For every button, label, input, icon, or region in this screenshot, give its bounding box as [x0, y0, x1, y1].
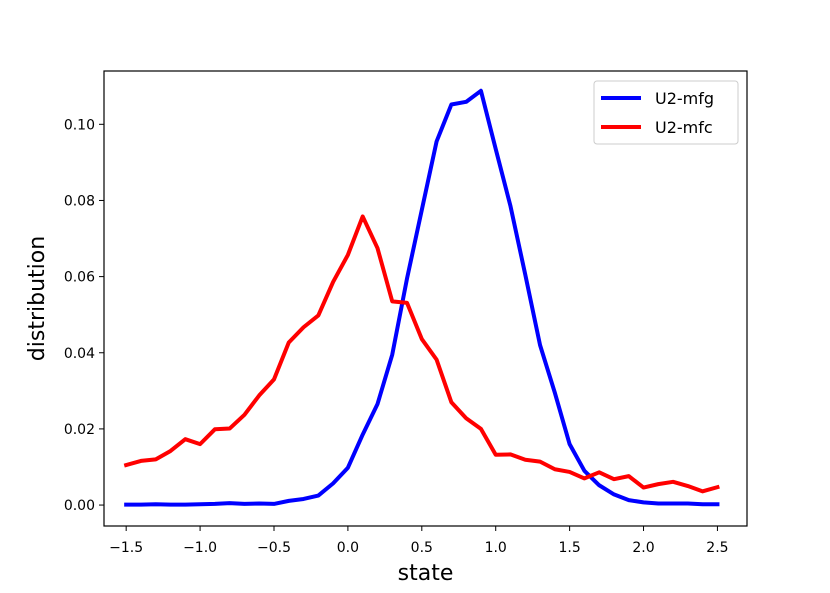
x-axis-label: state — [398, 561, 454, 586]
legend-label-u2-mfg: U2-mfg — [655, 89, 714, 108]
x-tick-label: 1.5 — [558, 540, 580, 556]
legend: U2-mfg U2-mfc — [593, 80, 739, 145]
x-axis-ticks: −1.5 −1.0 −0.5 0.0 0.5 1.0 1.5 2.0 2.5 — [109, 526, 729, 556]
series-line-u2-mfg — [124, 88, 720, 507]
y-axis-label: distribution — [25, 236, 50, 361]
x-tick-label: 0.0 — [337, 540, 359, 556]
y-tick-label: 0.02 — [64, 422, 95, 438]
series-layer — [123, 88, 720, 507]
y-tick-label: 0.08 — [64, 193, 95, 209]
series-line-u2-mfc — [123, 214, 720, 494]
y-tick-label: 0.04 — [64, 346, 95, 362]
x-tick-label: 2.0 — [632, 540, 654, 556]
y-tick-label: 0.10 — [64, 117, 95, 133]
y-tick-label: 0.00 — [64, 498, 95, 514]
legend-label-u2-mfc: U2-mfc — [655, 118, 713, 137]
y-axis-ticks: 0.00 0.02 0.04 0.06 0.08 0.10 — [64, 117, 104, 514]
x-tick-label: −1.5 — [109, 540, 143, 556]
plot-frame — [103, 70, 748, 527]
x-tick-label: −0.5 — [257, 540, 291, 556]
x-tick-label: 1.0 — [485, 540, 507, 556]
x-tick-label: 0.5 — [411, 540, 433, 556]
y-tick-label: 0.06 — [64, 270, 95, 286]
x-tick-label: 2.5 — [706, 540, 728, 556]
x-tick-label: −1.0 — [183, 540, 217, 556]
